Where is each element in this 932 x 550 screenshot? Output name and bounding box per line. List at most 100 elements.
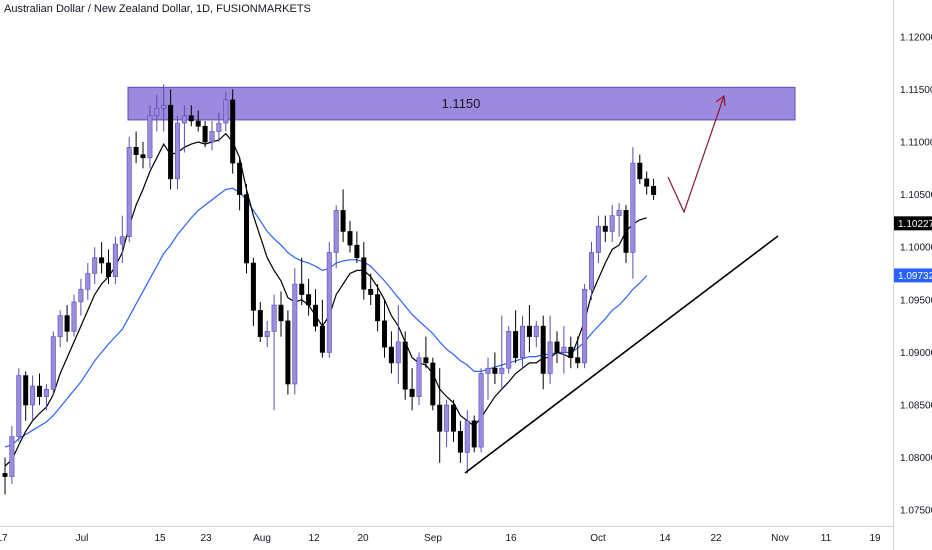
candle-21 (147, 105, 153, 169)
candle-40 (278, 291, 284, 337)
candle-body-47 (326, 252, 332, 353)
candle-body-39 (271, 304, 277, 332)
candle-53 (368, 273, 374, 306)
time-tick-label-3: 23 (200, 533, 212, 544)
fast-moving-average-line (4, 132, 647, 467)
candle-body-94 (651, 185, 657, 195)
candle-57 (395, 305, 401, 384)
moving-averages (4, 132, 648, 467)
candle-28 (195, 110, 201, 132)
candle-body-7 (50, 336, 56, 390)
candle-52 (361, 241, 367, 300)
candle-body-24 (168, 104, 174, 180)
candle-51 (354, 231, 360, 263)
candle-48 (333, 205, 339, 269)
candle-58 (402, 331, 408, 400)
candle-body-81 (561, 346, 567, 353)
price-tick-label-3: 1.10500 (900, 190, 932, 201)
candle-74 (513, 310, 519, 363)
time-tick-label-12: Nov (771, 533, 789, 544)
candle-body-38 (264, 331, 270, 337)
candle-body-8 (57, 315, 63, 337)
candle-body-10 (71, 301, 77, 332)
price-tick-label-1: 1.11500 (900, 85, 932, 96)
resistance-zone: 1.1150 (127, 86, 796, 121)
candle-body-22 (154, 108, 160, 117)
candle-body-51 (354, 244, 360, 259)
price-tag-box-0 (894, 216, 932, 231)
candle-29 (202, 120, 208, 148)
candle-body-63 (437, 404, 443, 432)
candle-body-90 (623, 210, 629, 253)
drawings (464, 94, 779, 474)
candle-body-75 (519, 325, 525, 358)
candle-body-6 (43, 388, 49, 397)
candle-12 (85, 263, 91, 300)
candle-90 (623, 205, 629, 263)
candle-body-82 (568, 346, 574, 358)
candle-body-43 (299, 283, 305, 295)
price-tick-label-8: 1.08000 (900, 453, 932, 464)
candle-body-54 (375, 294, 381, 322)
candle-19 (133, 131, 139, 164)
price-tick-label-5: 1.09500 (900, 295, 932, 306)
time-tick-label-6: 20 (357, 533, 369, 544)
candle-body-80 (554, 341, 560, 353)
candle-9 (64, 305, 70, 342)
candle-79 (547, 315, 553, 384)
support-trendline (464, 235, 779, 474)
candle-body-25 (175, 122, 181, 180)
price-tag-1: 1.09732 (894, 268, 932, 283)
candle-body-62 (430, 362, 436, 406)
time-tick-label-14: 19 (869, 533, 881, 544)
candle-31 (216, 112, 222, 143)
candle-body-31 (216, 122, 222, 132)
candle-17 (119, 215, 125, 263)
candle-6 (43, 383, 49, 411)
candle-13 (92, 247, 98, 285)
candle-55 (381, 299, 387, 358)
candle-72 (499, 315, 505, 390)
candle-body-2 (16, 375, 22, 437)
candle-body-71 (492, 367, 498, 374)
time-tick-label-8: 16 (505, 533, 517, 544)
candle-64 (444, 399, 450, 448)
candle-body-33 (230, 99, 236, 164)
candle-5 (36, 373, 42, 406)
candle-34 (237, 157, 243, 211)
resistance-zone-label: 1.1150 (442, 96, 481, 111)
candle-body-15 (106, 262, 112, 277)
candle-71 (492, 352, 498, 384)
candle-92 (637, 154, 643, 185)
candle-65 (450, 399, 456, 442)
candle-23 (161, 84, 167, 132)
candle-56 (388, 331, 394, 374)
time-tick-label-7: Sep (424, 533, 442, 544)
chart-title: Australian Dollar / New Zealand Dollar, … (4, 3, 311, 15)
candle-15 (106, 249, 112, 285)
candle-25 (175, 115, 181, 190)
candle-91 (630, 147, 636, 279)
candle-43 (299, 257, 305, 306)
candle-61 (423, 336, 429, 369)
candle-body-52 (361, 257, 367, 290)
candle-body-83 (575, 357, 581, 364)
candle-63 (437, 368, 443, 463)
candle-body-72 (499, 367, 505, 374)
candle-body-66 (457, 431, 463, 453)
candle-body-50 (347, 231, 353, 246)
candle-body-69 (478, 373, 484, 448)
candle-42 (292, 268, 298, 395)
price-tick-label-9: 1.07500 (900, 506, 932, 517)
candle-body-32 (223, 99, 229, 124)
candle-body-64 (444, 404, 450, 432)
candle-body-34 (237, 162, 243, 195)
candle-30 (209, 120, 215, 151)
candle-body-3 (23, 375, 29, 406)
time-tick-label-0: 17 (0, 533, 8, 544)
price-tag-label-1: 1.09732 (898, 271, 932, 282)
candle-body-13 (92, 257, 98, 274)
candle-46 (319, 299, 325, 358)
